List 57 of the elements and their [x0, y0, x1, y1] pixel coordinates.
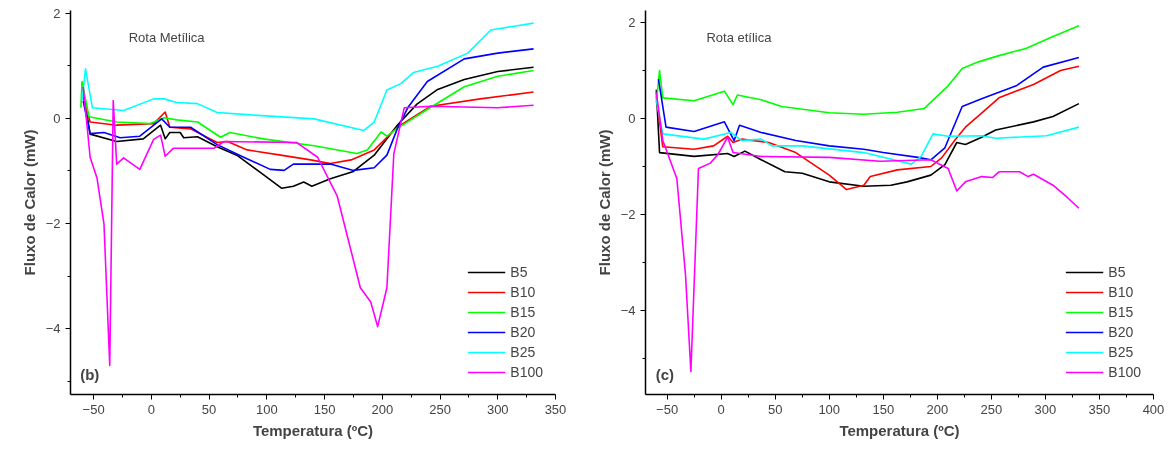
legend-label: B15: [1108, 304, 1134, 320]
line-series: [80, 69, 535, 155]
line-series: [82, 48, 535, 172]
legend-label: B10: [510, 284, 536, 300]
x-tick-label: 250: [980, 401, 1003, 417]
x-tick-label: 150: [313, 401, 336, 417]
x-tick-label: 350: [1088, 401, 1111, 417]
y-tick-label: 0: [628, 111, 636, 126]
y-tick-label: −4: [45, 321, 61, 337]
y-axis-title: Fluxo de Calor (mW): [20, 129, 38, 276]
y-tick-label: 0: [53, 110, 61, 126]
annotation: Rota etílica: [706, 29, 773, 45]
line-series: [81, 22, 535, 132]
x-tick-label: 50: [201, 401, 217, 417]
y-tick-label: −4: [620, 303, 636, 318]
annotation: (b): [80, 365, 100, 383]
legend-label: B5: [510, 264, 529, 280]
x-tick-label: 200: [371, 401, 394, 417]
line-series: [82, 85, 535, 367]
line-series: [657, 56, 1080, 161]
x-tick-label: −50: [656, 401, 679, 417]
x-tick-label: 50: [767, 401, 783, 417]
legend-label: B100: [510, 364, 543, 380]
x-tick-label: 100: [818, 401, 841, 417]
x-tick-label: 100: [255, 401, 278, 417]
x-tick-label: 0: [147, 401, 155, 417]
x-tick-label: 300: [486, 401, 509, 417]
y-axis-title: Fluxo de Calor (mW): [595, 129, 613, 276]
y-tick-label: 2: [628, 15, 636, 30]
legend-label: B25: [1108, 344, 1134, 360]
line-series: [655, 98, 1080, 165]
y-tick-label: 2: [53, 5, 61, 21]
line-series: [655, 25, 1080, 115]
x-tick-label: 150: [872, 401, 895, 417]
x-tick-label: 350: [544, 401, 567, 417]
x-tick-label: 0: [717, 401, 725, 417]
legend-label: B25: [510, 344, 536, 360]
legend-label: B20: [510, 324, 536, 340]
x-tick-label: 250: [429, 401, 451, 417]
line-series: [82, 91, 535, 165]
y-tick-label: −2: [620, 207, 636, 222]
annotation: Rota Metílica: [128, 29, 206, 45]
x-tick-label: 200: [926, 401, 949, 417]
annotation: (c): [655, 365, 674, 383]
x-tick-label: −50: [82, 401, 105, 417]
x-axis-title: Temperatura (ºC): [252, 421, 374, 439]
x-tick-label: 300: [1034, 401, 1057, 417]
legend-label: B10: [1108, 284, 1134, 300]
legend-label: B5: [1108, 264, 1127, 280]
legend-label: B15: [510, 304, 536, 320]
line-series: [655, 88, 1080, 187]
x-axis-title: Temperatura (ºC): [839, 421, 960, 439]
y-tick-label: −2: [45, 216, 61, 232]
line-series: [655, 65, 1080, 191]
legend-label: B100: [1108, 364, 1141, 380]
x-tick-label: 400: [1142, 401, 1165, 417]
legend-label: B20: [1108, 324, 1134, 340]
